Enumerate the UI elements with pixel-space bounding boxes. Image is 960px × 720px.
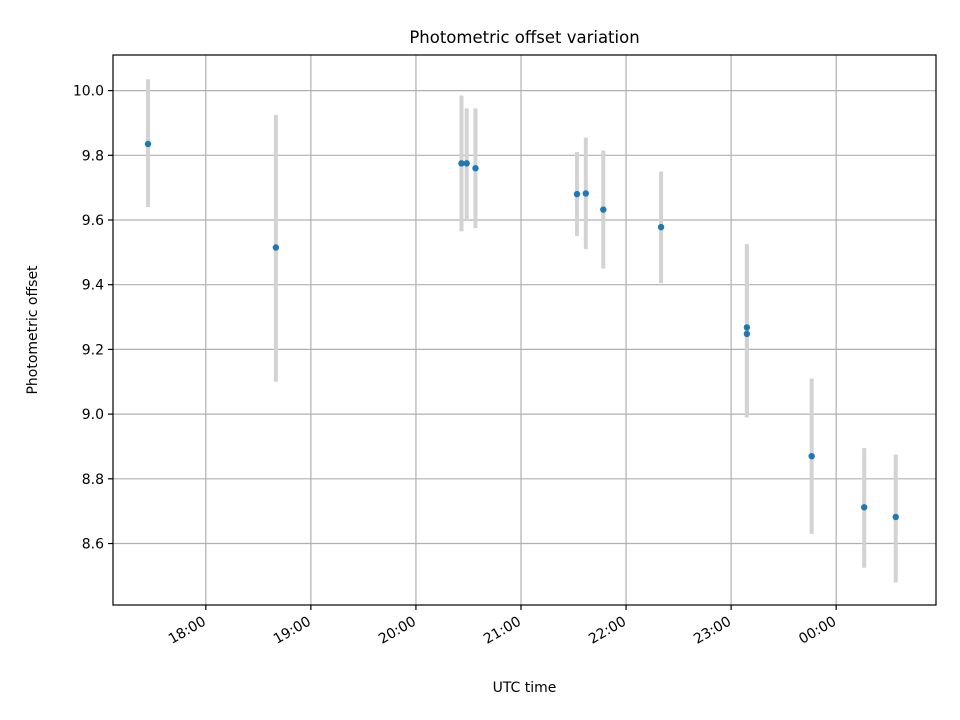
data-point [861, 504, 868, 511]
grid [113, 55, 936, 605]
y-tick-label: 9.4 [82, 278, 104, 294]
data-point [743, 324, 751, 331]
data-point [657, 223, 665, 231]
y-tick-label: 8.6 [82, 537, 104, 553]
x-tick-label: 20:00 [376, 614, 419, 648]
x-axis: 18:00 19:00 20:00 21:00 22:00 23:00 00:00 [166, 605, 839, 648]
x-tick-label: 00:00 [796, 614, 839, 648]
data-point [472, 165, 479, 172]
x-tick-label: 18:00 [166, 614, 209, 648]
y-tick-label: 8.8 [82, 472, 104, 488]
x-tick-label: 23:00 [691, 614, 734, 648]
y-tick-label: 10.0 [73, 84, 104, 100]
chart-title: Photometric offset variation [409, 28, 639, 47]
data-point [458, 160, 465, 167]
x-tick-label: 19:00 [271, 614, 314, 648]
y-tick-label: 9.8 [82, 148, 104, 164]
x-tick-label: 21:00 [481, 614, 524, 648]
x-tick-label: 22:00 [586, 614, 629, 648]
data-point [573, 190, 581, 198]
data-point [743, 330, 751, 338]
y-tick-label: 9.0 [82, 407, 104, 423]
data-point [582, 190, 589, 197]
y-axis-label: Photometric offset [25, 265, 41, 395]
data-point [463, 160, 470, 167]
data-point [272, 244, 280, 251]
y-tick-label: 9.2 [82, 342, 104, 358]
data-point [892, 513, 899, 521]
data-point [600, 206, 607, 213]
data-points [144, 140, 899, 521]
data-point [808, 452, 815, 460]
x-axis-label: UTC time [493, 680, 557, 696]
y-tick-label: 9.6 [82, 213, 104, 229]
data-point [144, 140, 152, 148]
y-axis: 8.6 8.8 9.0 9.2 9.4 9.6 9.8 10.0 [73, 84, 113, 553]
plot-frame [112, 54, 937, 606]
